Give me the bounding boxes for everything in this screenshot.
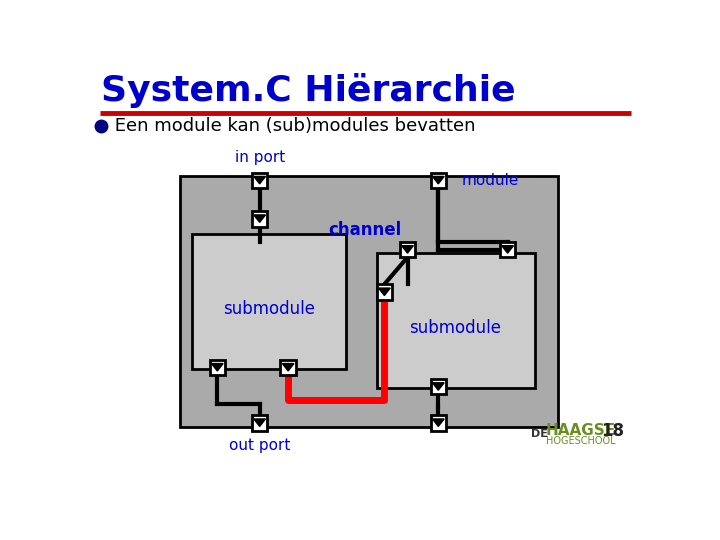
Bar	[192, 234, 346, 369]
Text: 18: 18	[601, 422, 624, 440]
Polygon shape	[402, 246, 413, 253]
Bar	[210, 360, 225, 375]
Text: out port: out port	[229, 438, 290, 453]
Bar	[252, 173, 267, 188]
Bar	[431, 415, 446, 430]
Polygon shape	[254, 177, 266, 184]
Polygon shape	[282, 363, 294, 371]
Polygon shape	[502, 246, 513, 253]
Polygon shape	[254, 419, 266, 427]
Bar	[500, 242, 516, 257]
Text: in port: in port	[235, 150, 285, 165]
Bar	[252, 211, 267, 226]
Bar	[252, 415, 267, 430]
Polygon shape	[433, 383, 444, 390]
Text: channel: channel	[328, 221, 402, 239]
Text: Een module kan (sub)modules bevatten: Een module kan (sub)modules bevatten	[109, 117, 475, 136]
Text: System.C Hiërarchie: System.C Hiërarchie	[101, 72, 516, 107]
Text: DE: DE	[531, 429, 548, 440]
Text: HAAGSE: HAAGSE	[546, 423, 616, 438]
Text: submodule: submodule	[409, 319, 501, 337]
Polygon shape	[433, 419, 444, 427]
Bar	[431, 379, 446, 394]
Bar	[377, 284, 392, 300]
Polygon shape	[379, 288, 390, 295]
Bar	[400, 242, 415, 257]
Polygon shape	[254, 215, 266, 222]
Polygon shape	[433, 177, 444, 184]
Text: module: module	[462, 173, 519, 188]
Bar	[431, 173, 446, 188]
Polygon shape	[212, 363, 223, 371]
Bar	[180, 177, 558, 427]
Text: HOGESCHOOL: HOGESCHOOL	[546, 436, 616, 446]
Text: submodule: submodule	[223, 300, 315, 318]
Bar	[377, 253, 534, 388]
Bar	[281, 360, 296, 375]
